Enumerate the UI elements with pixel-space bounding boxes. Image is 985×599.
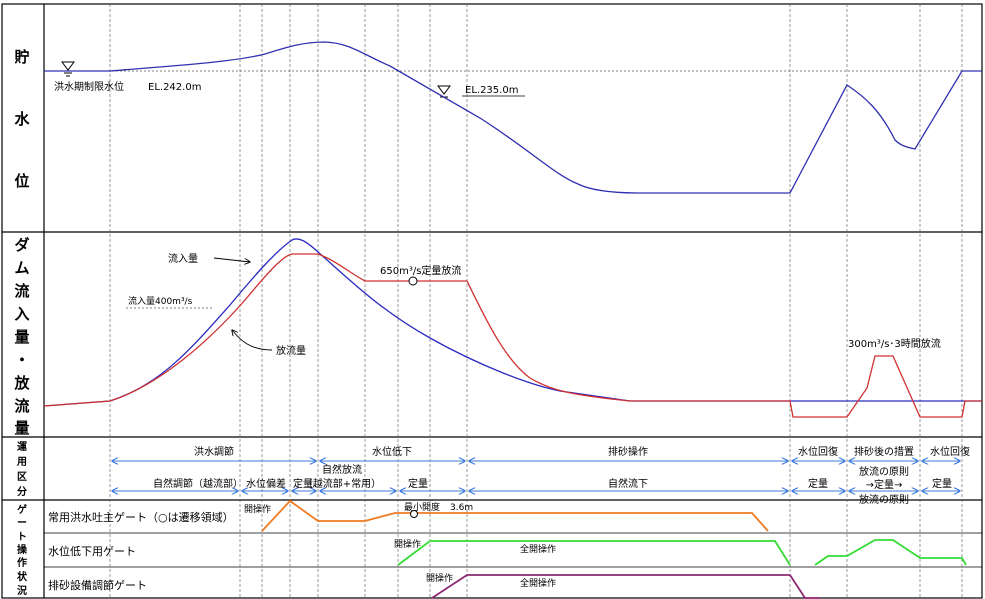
svg-text:流: 流: [14, 282, 29, 300]
svg-text:ダ: ダ: [14, 236, 29, 254]
op-release-principle-2: 放流の原則: [859, 493, 909, 506]
op-natural-release: 自然放流: [322, 463, 362, 476]
svg-text:量: 量: [14, 419, 29, 437]
svg-text:量: 量: [14, 328, 29, 346]
flow-axis-label: ダ ム 流 入 量 ・ 放 流 量: [13, 236, 30, 437]
op-natural-release-detail: （越流部+常用）: [303, 477, 381, 490]
transition-circle-icon: [408, 276, 418, 286]
op-constant-4: 定量: [932, 477, 952, 490]
op-constant-1: 定量: [293, 477, 313, 490]
main-gate-transition-icon: [410, 510, 418, 518]
op-release-principle-1: 放流の原則: [859, 465, 909, 478]
svg-text:ゲ: ゲ: [17, 503, 27, 516]
op-natural-flow: 自然流下: [608, 477, 648, 490]
svg-text:ム: ム: [14, 259, 29, 277]
storage-level-axis-label: 貯 水 位: [14, 48, 30, 190]
main-gate-min-value: 3.6m: [450, 503, 473, 513]
svg-text:区: 区: [17, 471, 27, 483]
op-constant-2: 定量: [408, 477, 428, 490]
svg-text:水: 水: [14, 110, 30, 128]
op-release-principle-arrow: →定量→: [866, 478, 903, 491]
gate-status-axis-label: ゲ ー ト 操 作 状 況: [17, 503, 28, 597]
sediment-gate-full-label: 全開操作: [520, 577, 556, 589]
inflow-arrow: [213, 257, 250, 262]
outflow-arrow: [232, 330, 273, 351]
svg-text:状: 状: [17, 570, 28, 583]
op-level-recovery-2: 水位回復: [930, 445, 970, 458]
lowering-gate-label: 水位低下用ゲート: [48, 544, 136, 558]
svg-text:運: 運: [17, 441, 27, 453]
main-gate-min-label: 最小開度: [404, 501, 440, 513]
frame: [1, 3, 983, 599]
inflow-label: 流入量: [168, 252, 198, 265]
lowering-gate-open-label: 開操作: [394, 538, 421, 550]
svg-text:作: 作: [17, 556, 27, 569]
svg-text:放: 放: [13, 374, 30, 392]
flood-limit-label: 洪水期制限水位: [54, 80, 124, 93]
op-constant-3: 定量: [808, 477, 828, 490]
svg-text:入: 入: [14, 305, 29, 323]
constant-650-label: 650m³/s定量放流: [380, 264, 461, 277]
main-gate-line: [261, 499, 769, 532]
outflow-label: 放流量: [276, 344, 306, 357]
inflow-400-label: 流入量400m³/s: [128, 295, 193, 307]
main-gate-open-label: 開操作: [244, 503, 271, 515]
lowering-gate-line: [397, 539, 967, 566]
sediment-gate-label: 排砂設備調節ゲート: [48, 578, 147, 592]
outflow-curve: [43, 253, 982, 418]
op-flood-control: 洪水調節: [194, 445, 234, 458]
op-level-lowering: 水位低下: [372, 445, 412, 458]
operation-class-axis-label: 運 用 区 分: [16, 441, 27, 498]
svg-text:用: 用: [16, 456, 27, 468]
svg-text:ー: ー: [17, 518, 27, 529]
low-level-el: EL.235.0m: [465, 85, 518, 96]
op-natural-control: 自然調節（越流部）: [153, 477, 243, 490]
svg-text:流: 流: [14, 397, 29, 415]
flood-limit-el: EL.242.0m: [148, 82, 201, 93]
sediment-gate-line: [431, 574, 820, 599]
main-gate-label: 常用洪水吐主ゲート（○は遷移領域）: [48, 510, 234, 524]
sediment-gate-open-label: 開操作: [426, 572, 453, 584]
op-level-recovery-1: 水位回復: [798, 445, 838, 458]
release-300-label: 300m³/s･3時間放流: [848, 337, 941, 350]
svg-text:況: 況: [17, 584, 27, 597]
svg-text:位: 位: [14, 172, 29, 190]
svg-text:分: 分: [17, 485, 27, 498]
svg-text:・: ・: [14, 351, 29, 369]
water-level-mark-icon: [61, 61, 75, 77]
svg-text:貯: 貯: [14, 48, 29, 66]
op-level-deviation: 水位偏差: [246, 477, 286, 490]
svg-text:操: 操: [17, 543, 27, 556]
inflow-curve: [43, 238, 982, 407]
time-gridlines: [109, 4, 963, 598]
lowering-gate-full-label: 全開操作: [520, 543, 556, 555]
svg-text:ト: ト: [17, 531, 27, 543]
op-sediment-flushing: 排砂操作: [608, 445, 648, 458]
storage-level-line: [44, 41, 982, 194]
op-post-flushing: 排砂後の措置: [854, 445, 914, 458]
